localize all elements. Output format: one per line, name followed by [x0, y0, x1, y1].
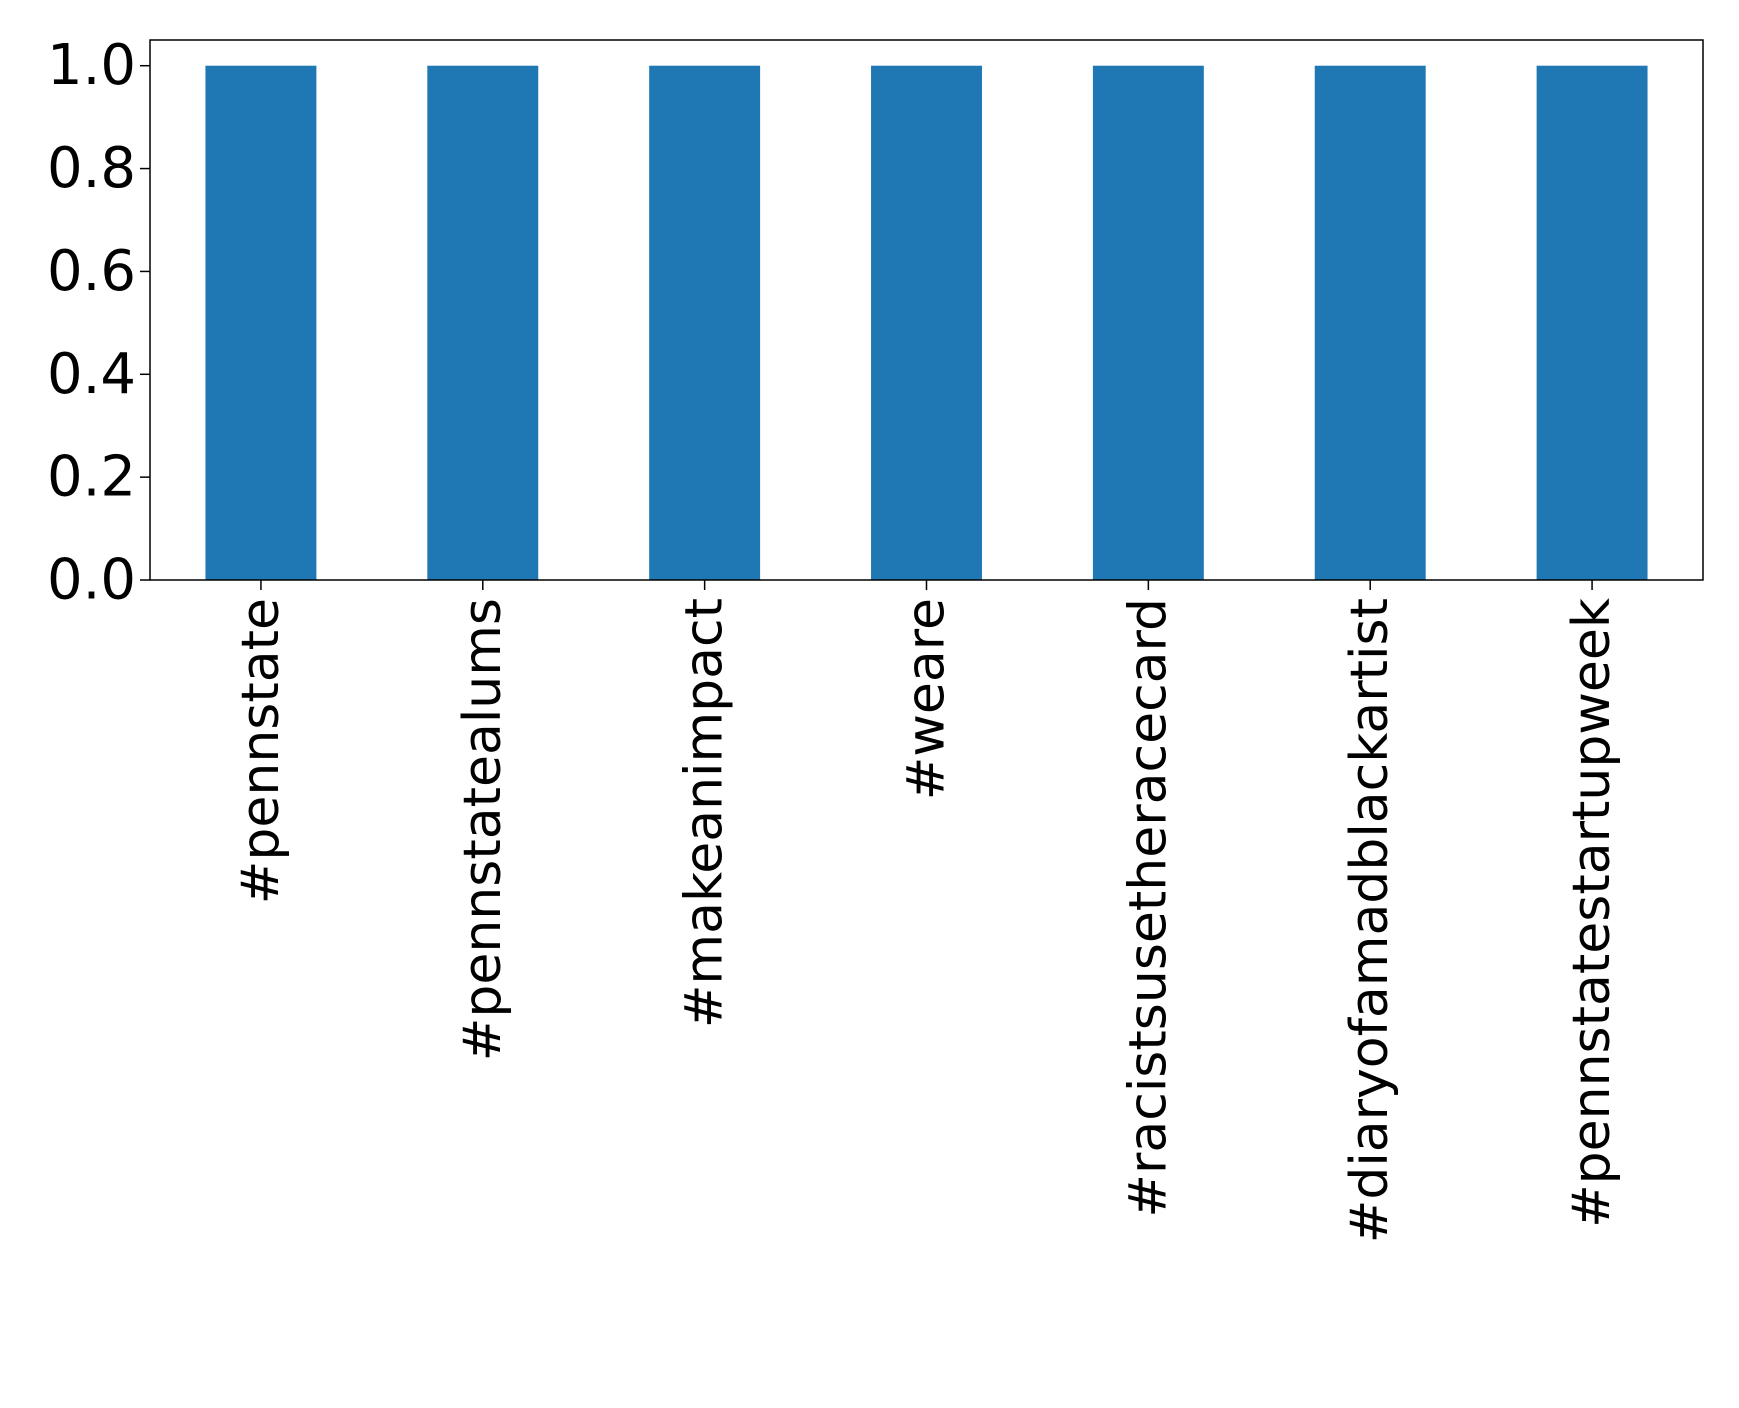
bar-pennstate [205, 65, 317, 580]
x-tick-label: #weare [897, 598, 957, 800]
y-tick-label: 0.8 [47, 136, 136, 201]
y-tick-label: 0.4 [47, 342, 136, 407]
x-tick-label: #pennstate [231, 598, 291, 904]
bar-weare [871, 65, 982, 580]
bar-diaryofamadblackartist [1314, 65, 1426, 580]
y-tick-label: 0.2 [47, 445, 136, 510]
bar-pennstatestartupweek [1536, 65, 1648, 580]
x-tick-label: #diaryofamadblackartist [1340, 598, 1400, 1243]
bar-pennstatealums [427, 65, 539, 580]
bar-makeanimpact [649, 65, 761, 580]
x-tick-label: #pennstatestartupweek [1562, 598, 1622, 1228]
x-tick-label: #pennstatealums [453, 598, 513, 1061]
x-tick-label: #racistsusetheracecard [1118, 598, 1178, 1218]
bars-layer [205, 65, 1648, 580]
y-tick-label: 1.0 [47, 33, 136, 98]
y-tick-label: 0.0 [47, 548, 136, 613]
y-tick-label: 0.6 [47, 239, 136, 304]
bar-racistsusetheracecard [1092, 65, 1204, 580]
x-tick-label: #makeanimpact [675, 598, 735, 1028]
ticks-layer: #pennstate #pennstatealums #makeanimpact #w… [47, 33, 1622, 1243]
